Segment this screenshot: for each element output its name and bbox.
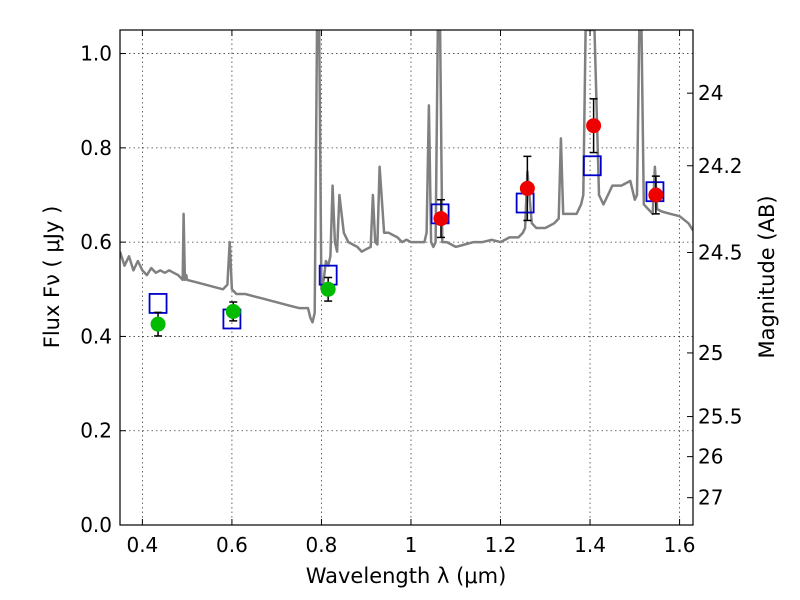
right-y-axis-label: Magnitude (AB) [755, 195, 779, 358]
right-tick-label: 24 [698, 81, 723, 105]
y-tick-label: 1.0 [80, 42, 112, 66]
x-axis-label: Wavelength λ (μm) [306, 564, 507, 588]
x-tick-label: 0.8 [306, 533, 338, 557]
observed-data-point [586, 118, 602, 134]
x-tick-label: 1.6 [664, 533, 696, 557]
model-photometry-square [582, 155, 602, 177]
observed-data-point [150, 316, 166, 332]
plot-frame [119, 29, 694, 526]
y-tick-label: 0.2 [80, 419, 112, 443]
observed-data-point [433, 211, 449, 227]
x-tick-label: 0.6 [216, 533, 248, 557]
observed-data-point [648, 187, 664, 203]
right-tick-label: 24.2 [698, 154, 743, 178]
spectrum-line [120, 30, 693, 324]
x-tick-label: 1.4 [574, 533, 606, 557]
axis-ticks [120, 30, 693, 526]
right-tick-label: 25.5 [698, 405, 743, 429]
y-tick-label: 0.8 [80, 136, 112, 160]
right-tick-label: 24.5 [698, 241, 743, 265]
y-tick-label: 0.4 [80, 324, 112, 348]
observed-data-point [225, 303, 241, 319]
x-tick-label: 1 [405, 533, 418, 557]
tick-labels: 0.4 0.6 0.8 1 1.2 1.4 1.6 0.0 0.2 0.4 0.6 0.8 1.0 24 2… [80, 42, 742, 557]
right-tick-label: 27 [698, 486, 723, 510]
observed-data-point [519, 180, 535, 196]
x-tick-label: 1.2 [485, 533, 517, 557]
x-tick-label: 0.4 [126, 533, 158, 557]
observed-data-point [320, 281, 336, 297]
plot-background [120, 30, 693, 525]
series-layer [120, 30, 693, 337]
y-tick-label: 0.6 [80, 230, 112, 254]
y-tick-label: 0.0 [80, 513, 112, 537]
right-tick-label: 26 [698, 445, 723, 469]
right-tick-label: 25 [698, 341, 723, 365]
y-axis-label: Flux Fν ( μJy ) [40, 206, 64, 349]
plot-area [120, 30, 693, 337]
